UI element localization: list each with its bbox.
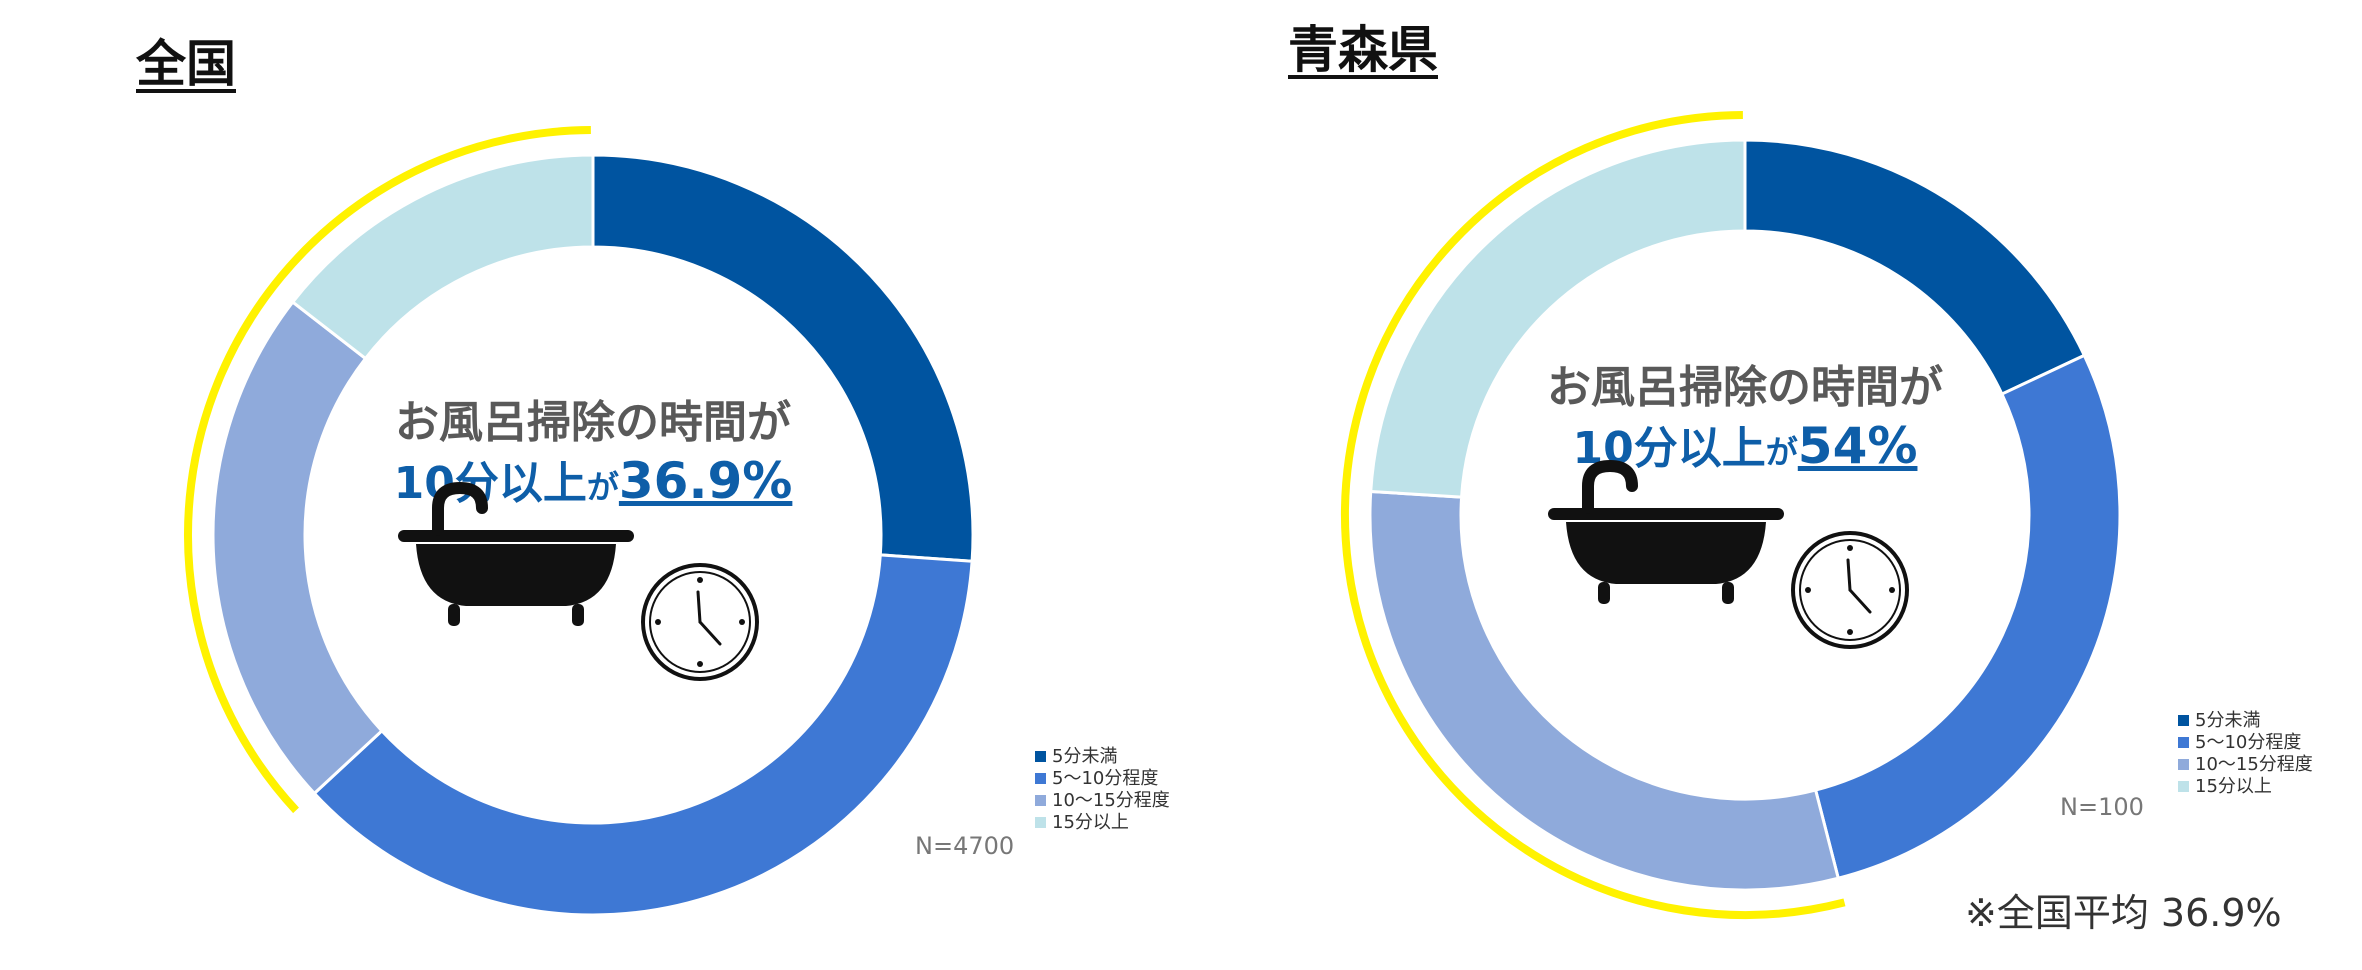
center-label-10min: 10分以上 [394, 458, 587, 509]
slice-2 [211, 299, 384, 796]
slice-0 [591, 153, 975, 563]
footnote-national-average: ※全国平均 36.9% [1965, 891, 2282, 935]
slice-1 [312, 553, 974, 917]
slice-1 [1813, 353, 2122, 881]
chart-title-national: 全国 [136, 35, 236, 93]
center-value: 36.9% [619, 452, 792, 510]
legend-label-0: 5分未満 [2195, 710, 2260, 731]
legend-swatch-0 [2178, 715, 2189, 726]
sample-size-label: N=4700 [915, 832, 1014, 860]
legend-swatch-1 [2178, 737, 2189, 748]
legend-label-2: 10～15分程度 [2195, 754, 2313, 775]
clock-icon [1791, 531, 1909, 649]
legend-swatch-0 [1035, 751, 1046, 762]
center-label-ga: が [587, 468, 619, 506]
bathtub-icon [398, 481, 634, 626]
legend-swatch-3 [1035, 817, 1046, 828]
bathtub-icon [1548, 459, 1784, 604]
chart-title-aomori: 青森県 [1288, 21, 1438, 79]
legend-swatch-3 [2178, 781, 2189, 792]
highlight-arc-10min-plus [1341, 111, 1846, 919]
center-text-line1: お風呂掃除の時間が [395, 397, 791, 448]
center-label-ga: が [1766, 433, 1798, 471]
legend-label-2: 10～15分程度 [1052, 790, 1170, 811]
legend-label-0: 5分未満 [1052, 746, 1117, 767]
center-text-line2: 10分以上が36.9% [394, 452, 793, 510]
slice-3 [1369, 138, 1747, 499]
legend-swatch-2 [2178, 759, 2189, 770]
center-text-line1: お風呂掃除の時間が [1547, 362, 1943, 413]
legend-label-1: 5～10分程度 [2195, 732, 2301, 753]
legend-swatch-1 [1035, 773, 1046, 784]
highlight-arc-10min-plus [184, 126, 591, 814]
slice-0 [1743, 138, 2087, 397]
slice-3 [290, 153, 595, 361]
legend-label-3: 15分以上 [1052, 812, 1129, 833]
center-value: 54% [1798, 417, 1918, 475]
donut-chart-1: お風呂掃除の時間が10分以上が54%5分未満5～10分程度10～15分程度15分… [1341, 111, 2313, 919]
sample-size-label: N=100 [2060, 793, 2144, 821]
legend-label-3: 15分以上 [2195, 776, 2272, 797]
clock-icon [641, 563, 759, 681]
donut-chart-0: お風呂掃除の時間が10分以上が36.9%5分未満5～10分程度10～15分程度1… [184, 126, 1170, 917]
legend-label-1: 5～10分程度 [1052, 768, 1158, 789]
legend-swatch-2 [1035, 795, 1046, 806]
slice-2 [1368, 489, 1841, 892]
